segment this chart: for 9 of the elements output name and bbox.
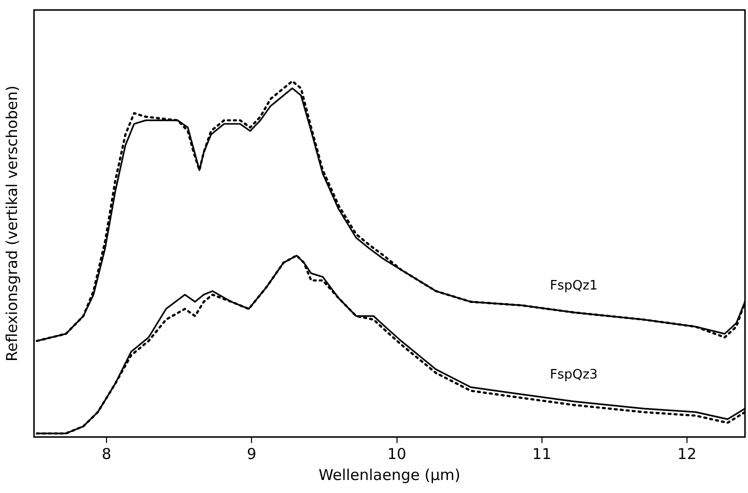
x-tick-label: 10 [387,444,406,463]
y-axis-title: Reflexionsgrad (vertikal verschoben) [2,86,21,362]
x-tick-label: 12 [677,444,697,463]
series-label: FspQz1 [550,278,598,294]
x-tick-label: 9 [246,444,256,463]
x-tick-label: 11 [532,444,552,463]
x-axis-title: Wellenlaenge (µm) [318,466,460,484]
x-tick-label: 8 [102,444,112,463]
series-label: FspQz3 [550,367,598,382]
